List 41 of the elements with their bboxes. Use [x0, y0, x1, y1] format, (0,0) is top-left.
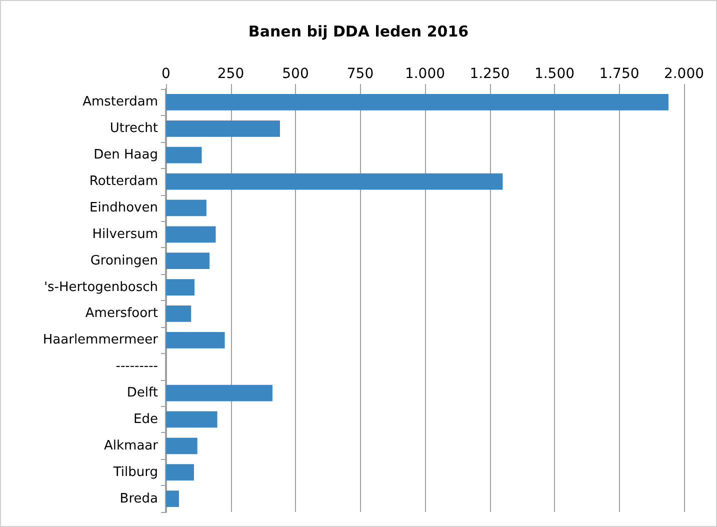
bar [166, 200, 206, 216]
y-tick-label: Ede [134, 412, 158, 427]
x-tick-label: 750 [346, 66, 374, 82]
y-tick-label: Den Haag [94, 148, 158, 163]
x-tick-label: 500 [282, 66, 309, 82]
bar [166, 464, 194, 481]
y-tick-label: Eindhoven [90, 200, 158, 216]
bar [166, 332, 225, 348]
y-tick-label: Utrecht [110, 121, 158, 136]
x-tick-label: 1.750 [599, 66, 640, 82]
bar [166, 252, 210, 270]
bar [166, 490, 179, 507]
bar [166, 279, 194, 296]
bar [166, 226, 216, 243]
y-tick-label: Hilversum [92, 226, 158, 242]
bar [166, 173, 503, 190]
bar [166, 146, 202, 164]
y-tick-label: Groningen [90, 253, 158, 268]
x-tick-label: 1.250 [470, 66, 510, 82]
x-tick-label: 0 [162, 66, 170, 82]
y-tick-label: Haarlemmermeer [42, 332, 159, 348]
bar [166, 411, 218, 428]
x-tick-label: 1.000 [404, 66, 446, 82]
bar [166, 306, 192, 322]
y-tick-label: --------- [116, 359, 158, 374]
x-tick-label: 1.500 [534, 66, 575, 82]
bar [166, 384, 272, 402]
y-tick-label: Breda [120, 491, 158, 506]
bar [166, 120, 280, 137]
y-tick-label: Alkmaar [104, 438, 159, 454]
x-tick-label: 250 [217, 66, 244, 82]
y-tick-label: Rotterdam [89, 174, 158, 190]
y-tick-label: Delft [126, 386, 158, 401]
y-tick-label: Amsterdam [82, 94, 158, 110]
x-tick-label: 2.000 [664, 66, 704, 82]
y-tick-label: Tilburg [112, 464, 158, 480]
y-tick-label: 's-Hertogenbosch [44, 280, 158, 295]
bar [166, 438, 198, 454]
bar [166, 94, 668, 110]
y-tick-label: Amersfoort [85, 306, 158, 322]
chart-title: Banen bij DDA leden 2016 [248, 22, 469, 40]
